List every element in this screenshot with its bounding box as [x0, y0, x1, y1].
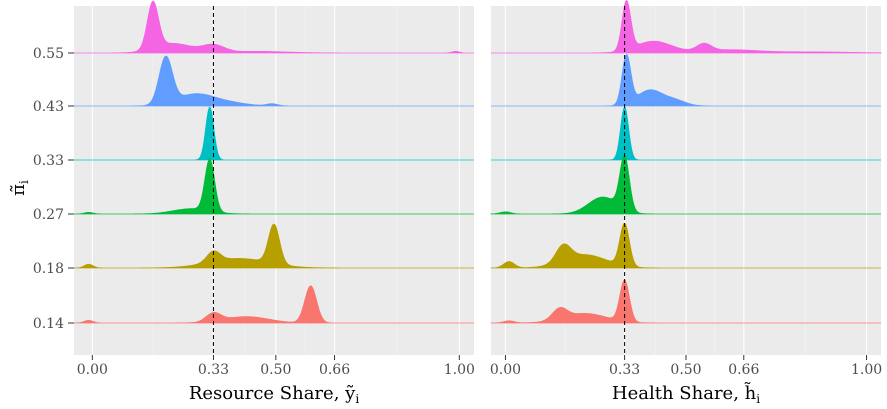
y-axis-title-symbol: π̃ — [8, 184, 29, 196]
y-tick-label: 0.43 — [33, 99, 64, 115]
x-tick-label: 0.33 — [609, 362, 640, 378]
panel-background — [74, 6, 474, 355]
ridge-0.33 — [74, 106, 474, 161]
ridge-0.43 — [74, 55, 474, 107]
ridge-0.18 — [490, 222, 881, 269]
y-tick-label: 0.33 — [33, 153, 64, 169]
panel-2: 0.00 0.33 0.50 0.66 1.00 Health Share, h̃i — [490, 0, 882, 406]
x-tick-label: 0.50 — [260, 362, 291, 378]
x-axis-title-symbol: h̃ — [744, 381, 757, 404]
panel-1: 0.00 0.33 0.50 0.66 1.00 Resource Share, ỹi — [73, 0, 475, 406]
x-axis-title-subscript: i — [355, 392, 359, 405]
ridge-0.14 — [73, 285, 474, 324]
y-axis-title: π̃i — [8, 180, 31, 196]
y-tick-label: 0.18 — [33, 261, 64, 277]
y-tick-label: 0.55 — [33, 46, 64, 62]
x-axis-title-text: Resource Share, — [189, 383, 345, 404]
x-tick-label: 1.00 — [444, 362, 475, 378]
x-axis-title: Resource Share, ỹi — [189, 383, 359, 405]
x-tick-label: 0.00 — [490, 362, 521, 378]
ridge-0.33 — [491, 106, 881, 161]
x-axis-title-symbol: ỹ — [344, 383, 356, 404]
x-tick-label: 0.33 — [198, 362, 229, 378]
y-tick-label: 0.14 — [33, 316, 64, 332]
x-tick-label: 1.00 — [851, 362, 882, 378]
ridge-0.55 — [74, 0, 474, 54]
ridge-0.14 — [490, 279, 881, 324]
x-axis-title-subscript: i — [756, 392, 760, 405]
ridge-0.55 — [491, 0, 882, 54]
x-axis-title-text: Health Share, — [612, 383, 745, 404]
x-tick-label: 0.50 — [670, 362, 701, 378]
ridge-0.18 — [73, 223, 474, 269]
ridge-0.43 — [491, 53, 881, 107]
y-axis-title-subscript: i — [17, 180, 31, 184]
x-tick-label: 0.66 — [319, 362, 350, 378]
ridge-0.27 — [73, 158, 474, 215]
x-tick-label: 0.66 — [728, 362, 759, 378]
x-tick-label: 0.00 — [77, 362, 108, 378]
ridge-0.27 — [490, 154, 881, 215]
y-tick-label: 0.27 — [33, 207, 64, 223]
x-axis-title: Health Share, h̃i — [612, 381, 760, 405]
